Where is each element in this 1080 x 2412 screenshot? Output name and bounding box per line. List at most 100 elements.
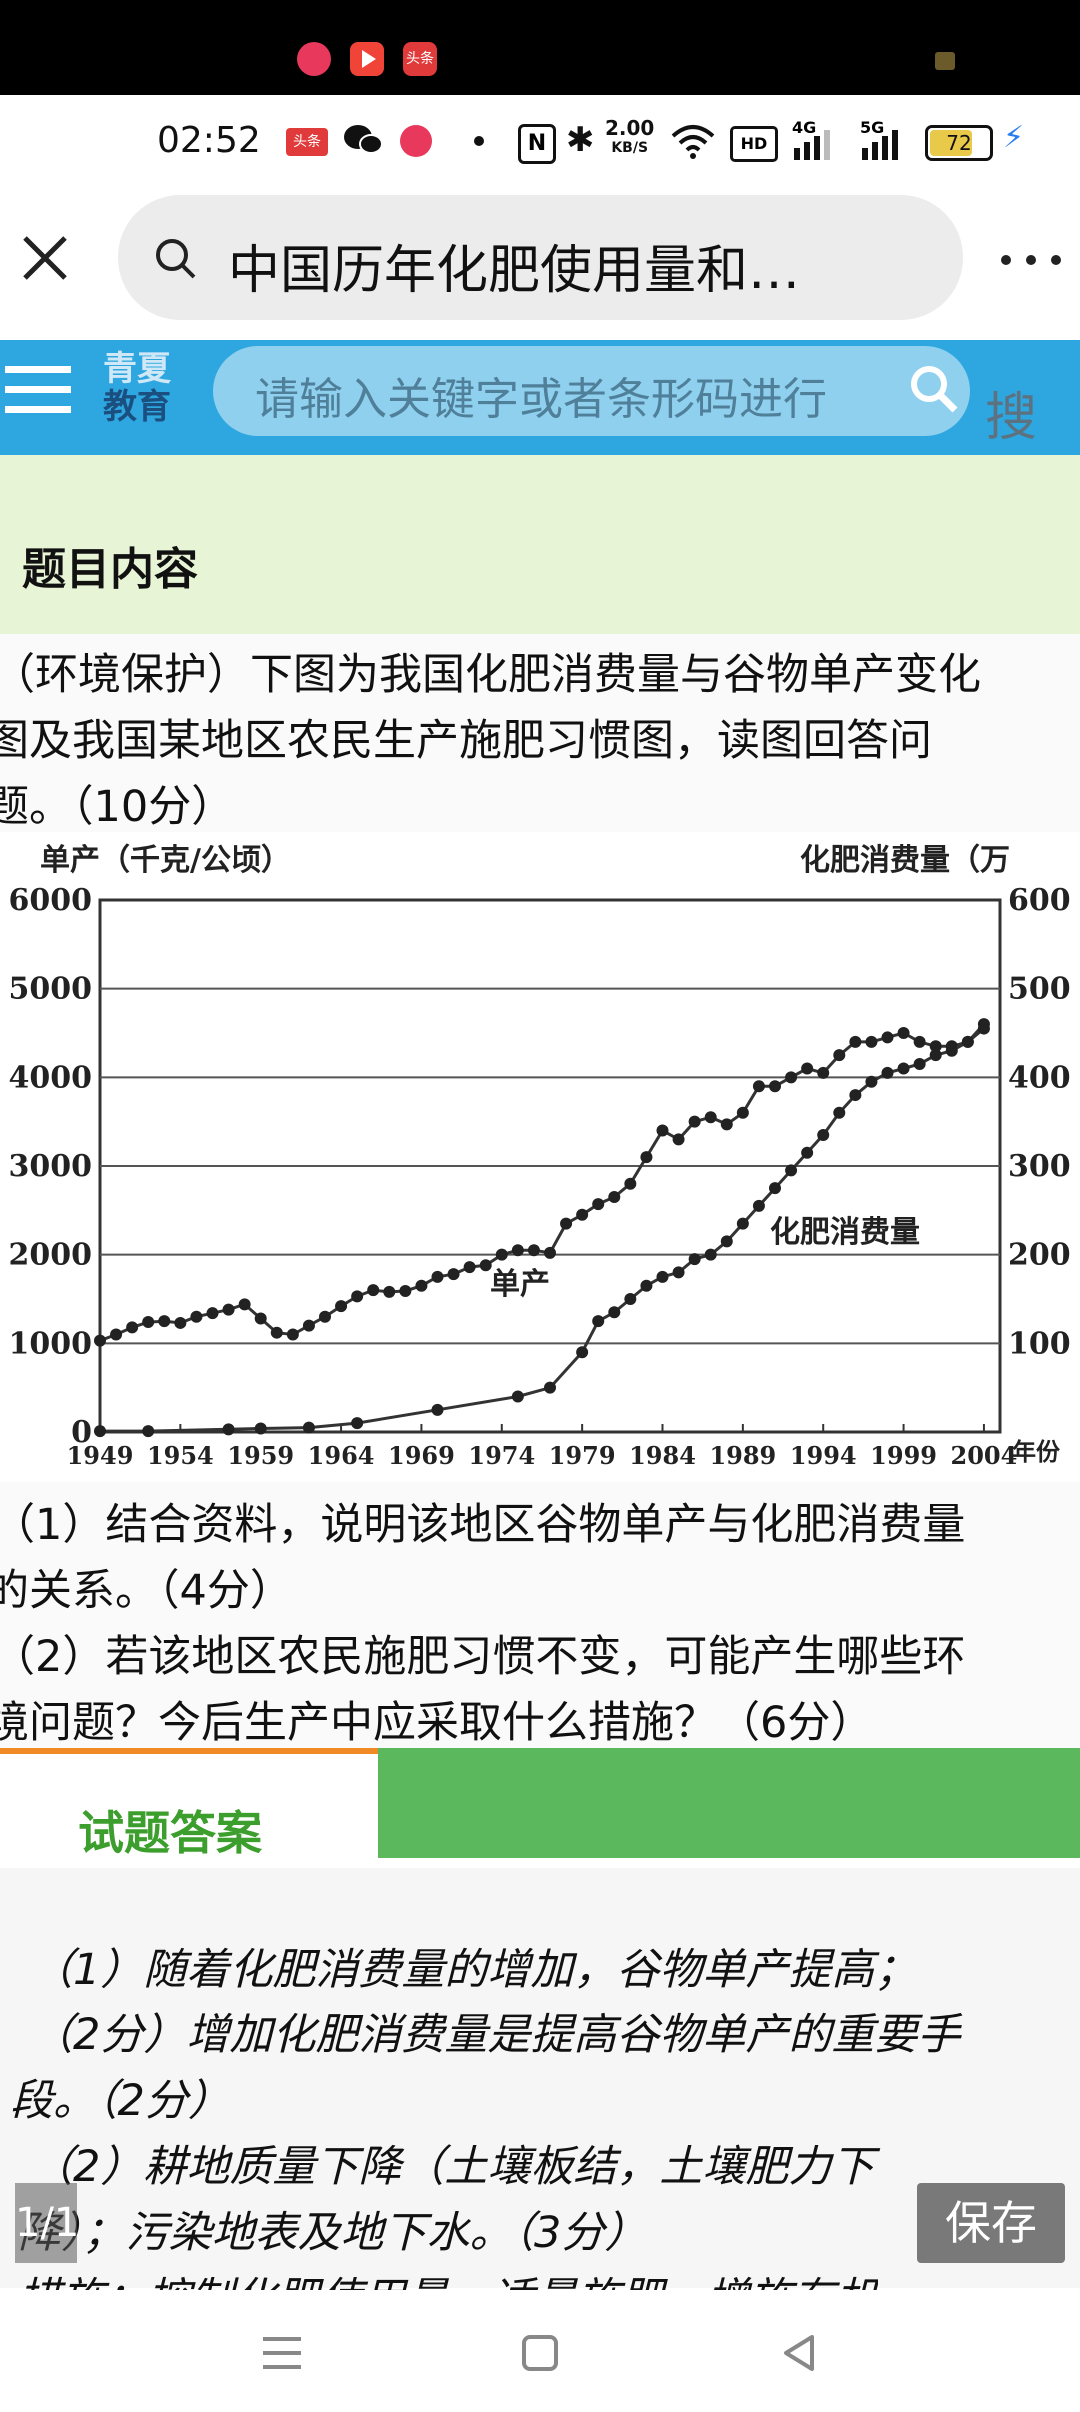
bluetooth-icon: ✱ xyxy=(566,120,595,160)
status-time: 02:52 xyxy=(157,120,261,161)
data-point xyxy=(752,1080,765,1093)
back-icon[interactable] xyxy=(780,2333,820,2377)
answer-line: （2）耕地质量下降（土壤板结，土壤肥力下 xyxy=(30,2142,875,2192)
data-point xyxy=(929,1040,942,1053)
data-point xyxy=(769,1182,781,1195)
signal-4g-label: 4G xyxy=(792,118,817,137)
page-title[interactable]: 中国历年化肥使用量和… xyxy=(228,241,801,301)
data-point xyxy=(736,1217,749,1230)
data-point xyxy=(608,1191,621,1204)
question-line: （环境保护）下图为我国化肥消费量与谷物单产变化 xyxy=(0,650,981,700)
x-tick-label: 1954 xyxy=(147,1441,214,1470)
data-point xyxy=(447,1268,460,1281)
data-point xyxy=(769,1080,781,1093)
data-point xyxy=(688,1253,701,1266)
data-point xyxy=(479,1259,492,1272)
data-point xyxy=(319,1310,331,1323)
data-point xyxy=(656,1124,669,1137)
battery-saver-icon xyxy=(935,52,955,70)
data-point xyxy=(142,1425,155,1438)
app-badge-icon xyxy=(297,42,331,76)
data-point xyxy=(849,1089,862,1102)
x-tick-label: 1974 xyxy=(468,1441,535,1470)
data-point xyxy=(833,1049,846,1062)
data-point xyxy=(190,1310,203,1323)
save-button[interactable]: 保存 xyxy=(917,2183,1065,2263)
data-point xyxy=(527,1244,540,1257)
data-point xyxy=(720,1235,733,1248)
data-point xyxy=(752,1199,765,1212)
section-title: 题目内容 xyxy=(22,544,198,595)
data-point xyxy=(158,1315,171,1328)
data-point xyxy=(302,1319,315,1332)
data-point xyxy=(801,1062,814,1075)
data-point xyxy=(415,1279,428,1292)
site-logo[interactable]: 青夏 教育 xyxy=(103,349,171,427)
data-point xyxy=(399,1285,412,1298)
data-point xyxy=(672,1266,685,1279)
chart-svg: 0 1000 2000 3000 4000 5000 6000 100 200 300 400 500… xyxy=(9,843,1071,1470)
wifi-icon xyxy=(670,122,716,164)
left-tick-label: 6000 xyxy=(9,883,93,918)
data-point xyxy=(704,1248,717,1261)
x-tick-label: 1949 xyxy=(67,1441,134,1470)
yield-curve-label: 单产 xyxy=(490,1267,550,1302)
data-point xyxy=(367,1284,380,1297)
data-point xyxy=(94,1334,106,1347)
right-tick-label: 100 xyxy=(1008,1326,1071,1361)
data-point xyxy=(672,1133,685,1146)
data-point xyxy=(383,1285,396,1298)
answer-tab-bar xyxy=(378,1748,1080,1858)
sub-question-block xyxy=(0,1482,1080,1748)
data-point xyxy=(801,1146,814,1159)
data-point xyxy=(624,1177,637,1190)
x-axis-unit: 年份 xyxy=(1012,1437,1061,1466)
question-line: 图及我国某地区农民生产施肥习惯图，读图回答问 xyxy=(0,716,932,766)
data-point xyxy=(174,1316,187,1329)
data-point xyxy=(238,1298,251,1311)
section-header xyxy=(0,455,1080,635)
data-point xyxy=(913,1058,926,1071)
data-point xyxy=(431,1270,444,1283)
site-search-icon[interactable] xyxy=(905,360,965,424)
data-point xyxy=(656,1270,669,1283)
data-point xyxy=(640,1151,653,1164)
data-point xyxy=(817,1066,830,1079)
answer-tab[interactable] xyxy=(0,1748,378,1874)
data-point xyxy=(351,1290,364,1303)
hamburger-menu-icon[interactable] xyxy=(5,360,75,424)
search-icon xyxy=(152,235,202,289)
url-bar[interactable] xyxy=(118,195,963,320)
recent-apps-icon[interactable] xyxy=(263,2335,303,2375)
data-point xyxy=(254,1422,267,1435)
data-point xyxy=(977,1022,990,1035)
close-icon[interactable] xyxy=(20,233,70,287)
home-icon[interactable] xyxy=(522,2335,560,2377)
site-search-input[interactable] xyxy=(213,346,970,436)
data-point xyxy=(785,1164,798,1177)
data-point xyxy=(286,1328,299,1341)
data-point xyxy=(704,1111,717,1124)
answer-line: 措施：控制化肥使用量，适量施肥，增施有机 xyxy=(18,2264,878,2290)
left-tick-label: 2000 xyxy=(9,1238,93,1273)
data-point xyxy=(222,1423,235,1436)
data-point xyxy=(817,1128,830,1141)
answer-line: （1）随着化肥消费量的增加，谷物单产提高； xyxy=(30,1945,918,1995)
data-point xyxy=(110,1328,123,1341)
data-point xyxy=(495,1248,508,1261)
data-point xyxy=(688,1115,701,1128)
fertilizer-curve-label: 化肥消费量 xyxy=(770,1215,920,1250)
toutiao-icon: 头条 xyxy=(403,42,437,76)
data-point xyxy=(865,1075,878,1088)
x-tick-label: 2004 xyxy=(951,1441,1018,1470)
data-point xyxy=(624,1293,637,1305)
nfc-icon: N xyxy=(518,124,556,164)
right-tick-label: 300 xyxy=(1008,1149,1071,1184)
data-point xyxy=(560,1217,573,1230)
data-point xyxy=(511,1390,524,1403)
answer-line: （2分）增加化肥消费量是提高谷物单产的重要手 xyxy=(30,2010,961,2060)
top-black-bar: 头条 xyxy=(0,0,1080,95)
more-icon[interactable] xyxy=(998,252,1068,272)
left-tick-label: 1000 xyxy=(9,1326,93,1361)
left-tick-label: 0 xyxy=(71,1415,92,1450)
